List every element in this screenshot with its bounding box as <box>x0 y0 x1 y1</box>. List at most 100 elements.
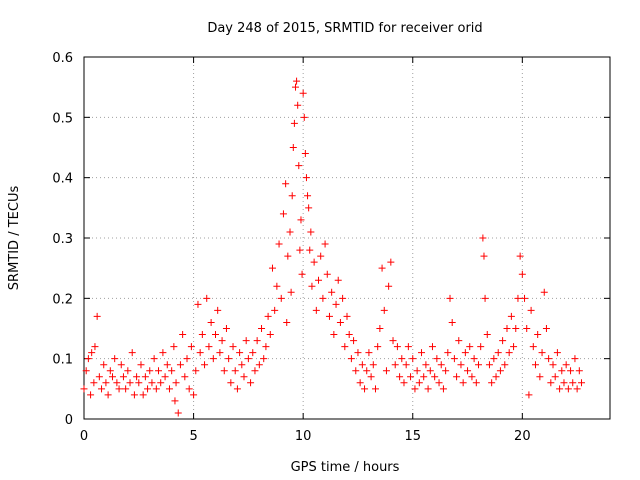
data-point <box>95 373 103 381</box>
data-point <box>553 349 561 357</box>
data-point <box>290 119 298 127</box>
data-point <box>413 367 421 375</box>
data-point <box>240 373 248 381</box>
data-point <box>238 361 246 369</box>
data-point <box>233 385 241 393</box>
data-point <box>229 343 237 351</box>
data-point <box>90 379 98 387</box>
data-point <box>514 294 522 302</box>
data-point <box>297 216 305 224</box>
y-tick-label: 0.5 <box>52 111 73 126</box>
data-point <box>521 294 529 302</box>
data-point <box>534 331 542 339</box>
data-point <box>207 318 215 326</box>
data-point <box>192 367 200 375</box>
data-point <box>294 101 302 109</box>
data-point <box>111 355 119 363</box>
data-point <box>382 367 390 375</box>
data-point <box>317 252 325 260</box>
data-point <box>299 89 307 97</box>
data-point <box>113 379 121 387</box>
data-point <box>255 361 263 369</box>
grid-lines <box>84 57 610 419</box>
data-point <box>165 385 173 393</box>
data-point <box>302 174 310 182</box>
data-point <box>343 312 351 320</box>
data-point <box>490 355 498 363</box>
data-point <box>148 379 156 387</box>
data-point <box>562 361 570 369</box>
data-point <box>119 373 127 381</box>
data-point <box>212 331 219 339</box>
data-point <box>209 355 217 363</box>
data-point <box>264 312 272 320</box>
data-point <box>573 385 581 393</box>
data-point <box>216 349 224 357</box>
data-point <box>529 343 537 351</box>
data-point <box>296 246 304 254</box>
data-point <box>578 379 586 387</box>
data-point <box>446 294 454 302</box>
data-point <box>275 240 283 248</box>
data-point <box>161 373 169 381</box>
data-point <box>512 325 520 332</box>
data-point <box>108 373 116 381</box>
data-point <box>361 385 369 393</box>
data-point <box>293 77 301 85</box>
data-point <box>481 294 489 302</box>
data-point <box>128 349 136 357</box>
x-tick-label: 0 <box>80 429 88 444</box>
data-point <box>472 379 480 387</box>
data-point <box>187 343 195 351</box>
data-point <box>82 367 90 375</box>
data-point <box>485 361 493 369</box>
data-point <box>558 367 566 375</box>
x-tick-label: 20 <box>514 429 531 444</box>
data-point <box>437 361 445 369</box>
data-point <box>345 331 353 339</box>
data-point <box>371 385 379 393</box>
data-point <box>183 355 191 363</box>
data-point <box>330 331 338 339</box>
plot-frame <box>83 56 611 420</box>
data-point <box>525 391 533 399</box>
x-tick-label: 10 <box>295 429 312 444</box>
data-point <box>146 367 154 375</box>
data-point <box>492 373 500 381</box>
data-point <box>439 385 447 393</box>
data-point <box>190 391 198 399</box>
data-point <box>141 373 149 381</box>
data-point <box>358 361 366 369</box>
data-point <box>363 367 371 375</box>
x-tick-label: 15 <box>404 429 421 444</box>
data-point <box>475 361 482 369</box>
data-point <box>260 355 268 363</box>
data-point <box>564 385 572 393</box>
data-point <box>424 385 432 393</box>
data-point <box>159 349 167 357</box>
data-point <box>549 361 557 369</box>
data-point <box>244 355 252 363</box>
data-point <box>339 294 347 302</box>
data-point <box>488 379 496 387</box>
data-point <box>560 379 568 387</box>
data-point <box>266 331 274 339</box>
data-point <box>480 252 488 260</box>
data-point <box>420 373 428 381</box>
data-point <box>130 391 138 399</box>
data-point <box>569 379 577 387</box>
data-point <box>205 343 213 351</box>
data-point <box>571 355 579 363</box>
data-point <box>287 288 295 296</box>
y-tick-label: 0 <box>65 413 73 428</box>
data-point <box>176 361 184 369</box>
data-point <box>196 349 204 357</box>
data-point <box>253 337 261 345</box>
data-point <box>518 270 526 278</box>
data-point <box>172 379 180 387</box>
data-point <box>501 361 509 369</box>
data-point <box>507 312 515 320</box>
data-point <box>350 337 358 345</box>
data-point <box>380 306 388 314</box>
